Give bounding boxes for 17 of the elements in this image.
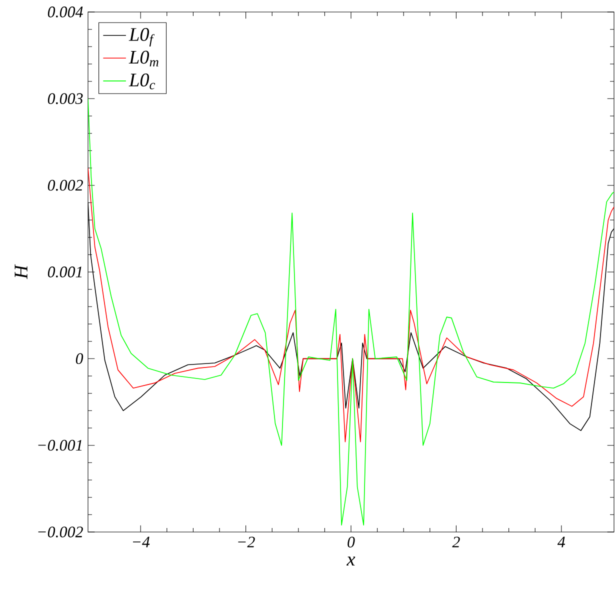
x-tick-label: −2 [238, 536, 255, 548]
legend-label: L0$_{c}$ [128, 74, 156, 90]
x-tick-label: 2 [452, 536, 460, 548]
legend-label: L0$_{m}$ [128, 50, 158, 66]
x-tick-label: 0 [348, 536, 355, 548]
y-tick-label: 0.001 [48, 266, 82, 278]
y-tick-label: 0.003 [48, 93, 83, 104]
y-axis-title: H [14, 264, 28, 280]
legend-label: L0$_{f}$ [128, 28, 155, 46]
y-tick-label: −0.001 [38, 440, 82, 451]
x-tick-label: 4 [557, 536, 566, 548]
x-axis-title: x [346, 556, 356, 566]
y-tick-label: 0.002 [48, 180, 83, 191]
y-tick-label: −0.002 [38, 526, 83, 538]
y-tick-label: 0 [76, 353, 84, 364]
y-tick-label: 0.004 [48, 6, 83, 18]
x-tick-label: −4 [133, 536, 150, 548]
